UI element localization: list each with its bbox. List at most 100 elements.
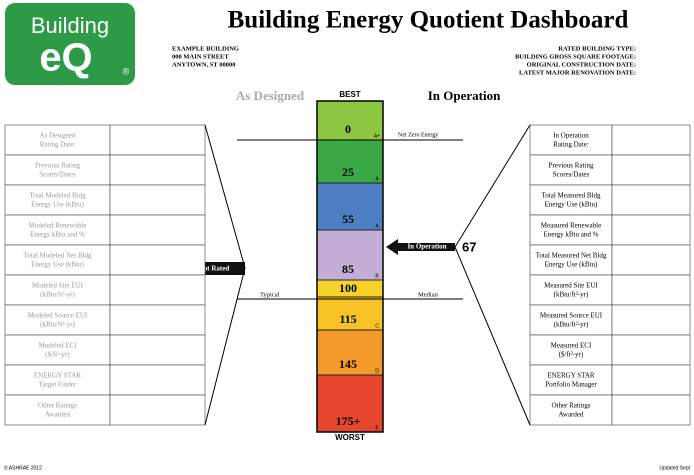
table-label-cell — [4, 214, 111, 246]
table-label: Modeled Source EUI (kBtu/ft²-yr) — [28, 311, 88, 328]
table-label-cell — [4, 334, 111, 366]
table-label-line: ENERGY STAR — [547, 371, 595, 379]
table-label-line: Awarded — [45, 410, 71, 418]
title: Building Energy Quotient Dashboard — [228, 7, 629, 34]
building-info-line: ORIGINAL CONSTRUCTION DATE: — [527, 61, 636, 68]
table-label-line: Total Modeled Net Bldg — [23, 251, 92, 259]
table-value-cell — [109, 304, 206, 336]
table-label-line: Total Measured Net Bldg — [536, 251, 607, 259]
table-label: Measured Renewable Energy kBtu and % — [541, 221, 601, 238]
footer-left: © ASHRAE 2012 — [4, 464, 42, 471]
footer-right: Updated Sept — [659, 465, 690, 471]
table-label-line: Modeled Site EUI — [32, 281, 84, 289]
table-value-cell — [611, 334, 691, 366]
table-label-line: Modeled ECI — [39, 341, 78, 349]
table-label-line: (kBtu/ft²-yr) — [40, 290, 75, 298]
table-label-cell — [4, 304, 111, 336]
scale-band — [316, 229, 384, 281]
band-grade: E — [375, 425, 379, 431]
table-value-cell — [109, 214, 206, 246]
band-grade: D — [375, 368, 379, 374]
logo-mark: eQ — [39, 36, 92, 80]
connector — [204, 124, 246, 426]
logo-reg: ® — [123, 66, 130, 76]
table-label-line: Energy Use (kBtu) — [545, 260, 598, 268]
median-label: Median — [418, 291, 439, 298]
table-label-cell — [529, 124, 613, 156]
table-label: Total Modeled Net Bldg Energy Use (kBtu) — [23, 251, 92, 268]
table-label-cell — [529, 394, 613, 426]
table-label-line: Total Measured Bldg — [542, 191, 601, 199]
band-grade: C — [375, 323, 379, 329]
band-label: 85 — [342, 262, 354, 276]
table-label-cell — [529, 364, 613, 396]
table-label-line: Measured ECI — [551, 341, 592, 349]
table-label: Previous Rating Scores/Dates — [35, 161, 80, 178]
table-label-line: (kBtu/ft²-yr) — [554, 320, 589, 328]
table-label-line: (kBtu/ft²-yr) — [40, 320, 75, 328]
scale-best: BEST — [339, 90, 360, 99]
table-label-cell — [4, 274, 111, 306]
table-value-cell — [611, 394, 691, 426]
table-label: Modeled Renewable Energy kBtu and % — [29, 221, 87, 238]
table-label-line: Scores/Dates — [553, 170, 590, 178]
table-label: Total Modeled Bldg Energy Use (kBtu) — [29, 191, 86, 208]
operation-arrow-label: In Operation — [407, 243, 446, 251]
table-label-cell — [4, 184, 111, 216]
address-line: ANYTOWN, ST 00000 — [172, 61, 236, 68]
table-label: Modeled Site EUI (kBtu/ft²-yr) — [32, 281, 84, 298]
table-label-line: Other Ratings — [551, 401, 590, 409]
table-label-line: Portfolio Manager — [545, 380, 597, 388]
band-grade: A+ — [374, 133, 380, 139]
table-value-cell — [611, 154, 691, 186]
table-label: As Designed Rating Date: — [40, 131, 76, 148]
band-label: 145 — [339, 357, 357, 371]
table-value-cell — [109, 334, 206, 366]
table-label-line: Total Modeled Bldg — [29, 191, 86, 199]
operation-heading: In Operation — [428, 88, 501, 103]
logo-box — [5, 3, 135, 85]
table-label-cell — [529, 154, 613, 186]
connector — [454, 124, 531, 426]
table-label-line: (kBtu/ft²-yr) — [554, 290, 589, 298]
table-label-line: Energy Use (kBtu) — [31, 260, 84, 268]
table-label-line: Measured Renewable — [541, 221, 601, 229]
band-label: 175+ — [336, 414, 361, 428]
table-label: Total Measured Bldg Energy Use (kBtu) — [542, 191, 601, 208]
operation-score: 67 — [462, 239, 476, 254]
logo-text: Building — [31, 13, 109, 38]
table-label: Measured Site EUI (kBtu/ft²-yr) — [544, 281, 598, 298]
table-label: Other Ratings Awarded — [551, 401, 590, 418]
band-label: 55 — [342, 212, 354, 226]
table-label-line: Energy kBtu and % — [30, 230, 85, 238]
table-value-cell — [611, 304, 691, 336]
table-label-line: Measured Site EUI — [544, 281, 598, 289]
table-value-cell — [109, 394, 206, 426]
band-grade: A — [375, 176, 379, 182]
table-label: Modeled ECI ($/ft²-yr) — [39, 341, 78, 358]
table-label: Previous Rating Scores/Dates — [549, 161, 594, 178]
table-value-cell — [611, 124, 691, 156]
table-label-line: Other Ratings — [38, 401, 77, 409]
net-zero-label: Net Zero Energy — [398, 132, 438, 138]
band-grade: A — [375, 223, 379, 229]
table-label-line: ($/ft²-yr) — [45, 350, 70, 358]
not-rated-label: Not Rated — [199, 265, 230, 273]
table-label-line: Scores/Dates — [39, 170, 76, 178]
typical-label: Typical — [260, 291, 280, 298]
table-label-line: Rating Date: — [553, 140, 589, 148]
table-value-cell — [611, 184, 691, 216]
table-value-cell — [109, 124, 206, 156]
band-label: 100 — [339, 281, 357, 295]
band-label: 115 — [339, 312, 356, 326]
table-value-cell — [109, 244, 206, 276]
table-value-cell — [611, 244, 691, 276]
table-label-cell — [529, 304, 613, 336]
table-label: In Operation Rating Date: — [553, 131, 589, 148]
table-label-line: Modeled Renewable — [29, 221, 87, 229]
table-label-line: Energy Use (kBtu) — [31, 200, 84, 208]
table-label: Total Measured Net Bldg Energy Use (kBtu) — [536, 251, 607, 268]
table-label-line: Previous Rating — [549, 161, 594, 169]
table-label-line: ENERGY STAR — [34, 371, 82, 379]
